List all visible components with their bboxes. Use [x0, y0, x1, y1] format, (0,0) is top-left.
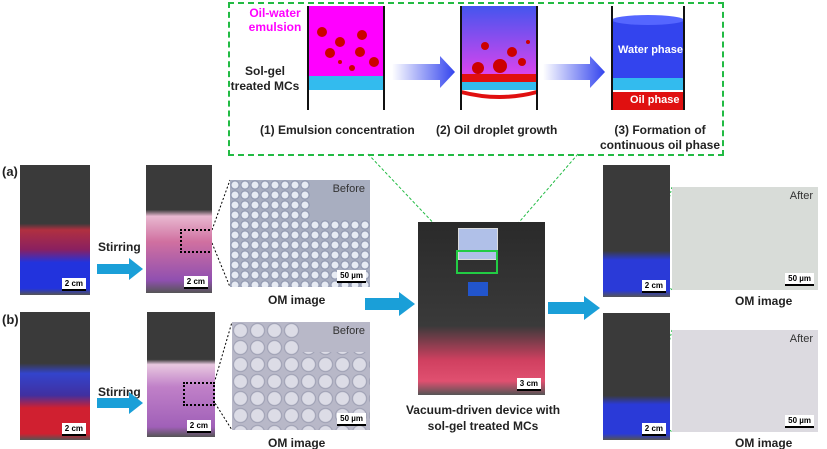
flask-photo-b-emulsion: 2 cm — [147, 312, 215, 437]
zoom-region — [183, 382, 215, 406]
before-label: Before — [332, 183, 365, 195]
om-image-b-after: After 50 µm — [672, 330, 818, 432]
vacuum-device-photo: 3 cm — [418, 222, 545, 395]
scale-bar: 50 µm — [337, 270, 366, 283]
flask-photo-b-after: 2 cm — [603, 313, 670, 440]
device-caption-line1: Vacuum-driven device with — [405, 403, 561, 417]
stirring-label-a: Stirring — [98, 240, 141, 254]
arrow-stirring-a — [97, 258, 143, 280]
zoom-line — [212, 321, 233, 388]
scale-bar: 2 cm — [641, 280, 666, 293]
device-caption-line2: sol-gel treated MCs — [427, 419, 539, 433]
beaker-emulsion-concentration — [307, 6, 385, 110]
step-1-caption: (1) Emulsion concentration — [260, 123, 415, 137]
process-arrow-2 — [543, 56, 605, 88]
before-label: Before — [332, 325, 365, 337]
om-image-caption-b: OM image — [268, 436, 326, 449]
scale-bar: 50 µm — [785, 273, 814, 286]
scale-bar: 50 µm — [785, 415, 814, 428]
after-label: After — [789, 190, 813, 202]
om-image-a-before: Before 50 µm — [230, 180, 370, 287]
scale-bar: 2 cm — [61, 423, 86, 436]
step-2-caption: (2) Oil droplet growth — [436, 123, 558, 137]
panel-label-b: (b) — [2, 312, 19, 327]
om-image-b-before: Before 50 µm — [232, 322, 370, 430]
flask-photo-a-separated: 2 cm — [20, 165, 90, 295]
flask-photo-a-after: 2 cm — [603, 165, 670, 297]
scale-bar: 2 cm — [183, 276, 208, 289]
scale-bar: 3 cm — [516, 378, 541, 391]
flask-photo-a-emulsion: 2 cm — [146, 165, 212, 293]
zoom-region — [180, 229, 212, 253]
label-water-phase: Water phase — [618, 44, 684, 56]
om-image-caption-b-after: OM image — [735, 436, 793, 449]
arrow-to-device — [365, 292, 415, 316]
filter-funnel — [458, 228, 498, 260]
zoom-region — [456, 250, 498, 274]
step-3-caption-line2: continuous oil phase — [599, 138, 720, 152]
scale-bar: 2 cm — [641, 423, 666, 436]
scale-bar: 50 µm — [337, 413, 366, 426]
step-3-caption-line1: (3) Formation of — [614, 123, 706, 137]
arrow-stirring-b — [97, 392, 143, 414]
schematic-box — [228, 2, 724, 156]
beaker-continuous-oil-phase — [611, 6, 685, 110]
zoom-line — [212, 399, 233, 431]
scale-bar: 2 cm — [186, 420, 211, 433]
om-image-caption-a-after: OM image — [735, 294, 793, 308]
arrow-to-results — [548, 296, 600, 320]
stopper — [468, 282, 488, 296]
process-arrow-1 — [392, 56, 455, 88]
flask-photo-b-separated: 2 cm — [20, 312, 90, 440]
after-label: After — [789, 333, 813, 345]
label-sol-gel-mcs: Sol-gel treated MCs — [230, 64, 300, 93]
scale-bar: 2 cm — [61, 278, 86, 291]
panel-label-a: (a) — [2, 164, 18, 179]
schematic-drawing — [307, 6, 685, 110]
beaker-oil-droplet-growth — [460, 6, 538, 110]
label-oil-water-emulsion: Oil-water emulsion — [248, 6, 302, 34]
om-image-a-after: After 50 µm — [672, 187, 818, 290]
label-oil-phase: Oil phase — [630, 94, 680, 106]
zoom-line — [211, 242, 231, 288]
om-image-caption-a: OM image — [268, 293, 326, 307]
zoom-line — [211, 179, 231, 231]
